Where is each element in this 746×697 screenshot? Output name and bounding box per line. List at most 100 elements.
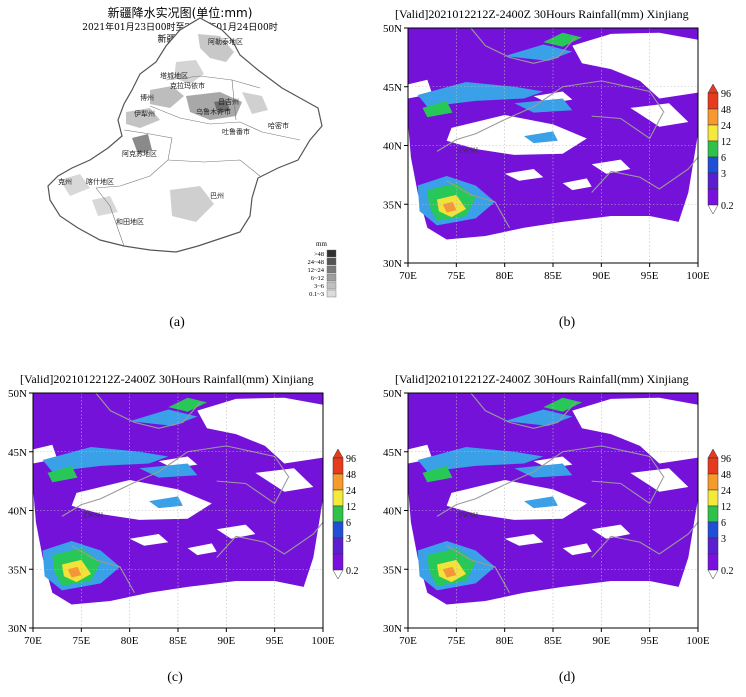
y-tick-label: 50N [8,388,27,400]
boundary-line [446,180,510,229]
rainfall-band [129,409,198,426]
legend-swatch [326,257,337,266]
plot-area: ZWSH [408,27,699,263]
legend-swatch [326,273,337,282]
region-label: 博州 [140,93,154,102]
panel-a-title: 新疆降水实况图(单位:mm) [107,6,253,20]
rainfall-band [524,496,558,509]
colorbar-label: 24 [346,486,356,497]
dry-area [71,479,212,520]
boundary-line [446,545,510,594]
x-tick-label: 95E [266,635,284,647]
colorbar-segment [707,505,719,523]
colorbar-label: 6 [721,153,726,164]
x-tick-label: 75E [447,270,465,282]
rainfall-band [67,566,82,578]
panel-d-caption: (d) [558,670,576,685]
legend-label: 24~48 [307,259,324,266]
dry-area [630,468,689,492]
x-tick-label: 95E [641,635,659,647]
x-tick-label: 85E [544,635,562,647]
province-outline [47,17,323,253]
region-label: 喀什地区 [86,177,114,186]
colorbar-label: 96 [721,454,731,465]
rainfall-band [417,447,544,472]
rainfall-band [442,201,457,213]
colorbar-label: 48 [721,470,731,481]
y-tick-label: 45N [383,447,402,459]
rainfall-band [42,447,169,472]
boundary-line [61,445,290,517]
colorbar-segment [332,457,344,475]
colorbar-label: 12 [346,502,356,513]
colorbar-label: 96 [721,89,731,100]
rainfall-band [504,44,573,61]
rainfall-band [149,496,183,509]
colorbar-segment [707,108,719,126]
station-label: ZWSH [83,512,103,520]
plot-area: ZWSH [408,392,699,628]
region-label: 克州 [58,178,72,186]
colorbar-label: 48 [346,470,356,481]
x-tick-label: 80E [496,635,514,647]
dry-area [572,397,698,464]
colorbar-segment [707,140,719,158]
dry-area [630,103,689,127]
dry-area [197,397,323,464]
colorbar-segment [707,172,719,190]
dry-area [562,543,592,556]
colorbar-segment [332,553,344,571]
colorbar-arrow-bottom [707,204,719,215]
colorbar-arrow-top [332,448,344,459]
colorbar-segment [332,537,344,555]
boundary-line [95,392,201,429]
plot-area: ZWSH [33,392,324,628]
rainfall-band [504,409,573,426]
colorbar-segment [332,505,344,523]
colorbar-segment [707,124,719,142]
colorbar-segment [707,489,719,507]
y-tick-label: 40N [383,141,402,153]
dry-area [591,524,631,539]
x-tick-label: 90E [217,635,235,647]
map-title: [Valid]2021012212Z-2400Z 30Hours Rainfal… [395,372,689,386]
region-label: 克拉玛依市 [170,81,205,90]
x-tick-label: 75E [447,635,465,647]
region-label: 阿克苏地区 [122,149,157,158]
panel-c-caption: (c) [167,670,183,685]
rainfall-band [422,465,453,483]
x-tick-label: 70E [399,635,417,647]
dry-area [255,468,314,492]
colorbar-segment [707,188,719,206]
legend-label: 0.1~3 [309,291,324,298]
panel-d-rainfall-map: [Valid]2021012212Z-2400Z 30Hours Rainfal… [375,365,746,697]
y-tick-label: 40N [8,506,27,518]
colorbar-segment [707,553,719,571]
colorbar-label: 96 [346,454,356,465]
colorbar-segment [707,92,719,110]
dry-area [187,543,217,556]
x-tick-label: 70E [399,270,417,282]
xinjiang-outline-map: 阿勒泰地区 塔城地区 克拉玛依市 博州 伊犁州 昌吉州 乌鲁木齐市 吐鲁番市 哈… [47,17,337,298]
y-tick-label: 45N [383,82,402,94]
y-tick-label: 40N [383,506,402,518]
colorbar-arrow-bottom [707,569,719,580]
legend-label: 3~6 [314,283,325,290]
y-tick-label: 30N [383,623,402,635]
rainfall-band [417,82,544,107]
colorbar-arrow-bottom [332,569,344,580]
x-tick-label: 85E [544,270,562,282]
x-tick-label: 70E [24,635,42,647]
boundary-line [591,477,664,505]
colorbar-label: 12 [721,502,731,513]
x-tick-label: 95E [641,270,659,282]
boundary-line [470,27,576,64]
dry-area [504,169,544,181]
colorbar-label: 0.2 [346,566,359,577]
region-label: 乌鲁木齐市 [196,107,231,116]
legend-label: 12~24 [307,267,324,274]
region-label: 巴州 [210,192,224,200]
colorbar-label: 48 [721,105,731,116]
region-label: 伊犁州 [134,109,155,118]
